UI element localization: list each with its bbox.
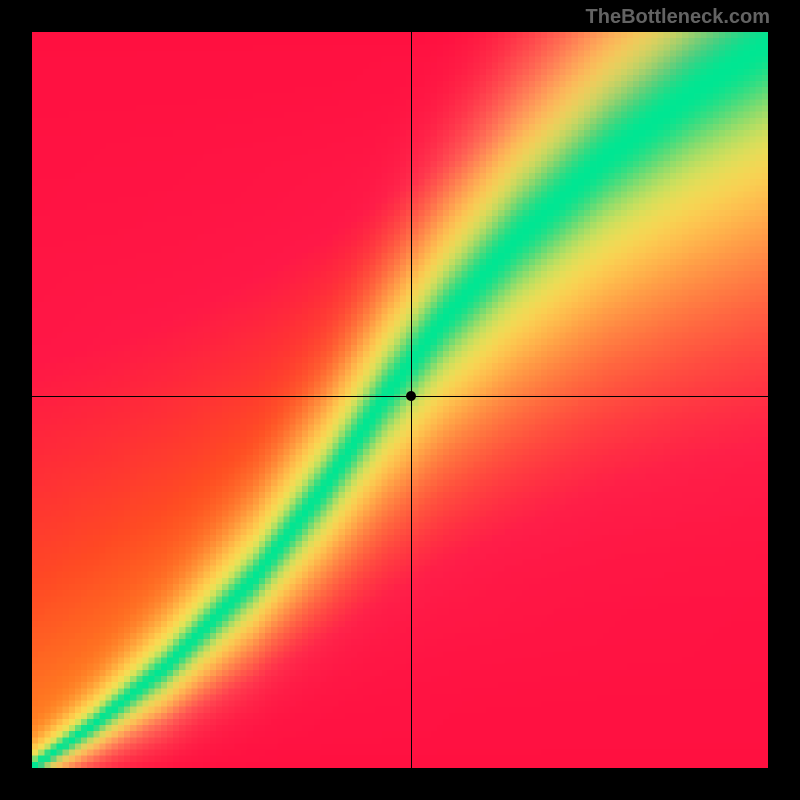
watermark-text: TheBottleneck.com xyxy=(586,6,770,29)
heatmap-canvas xyxy=(32,32,768,768)
heatmap-plot-area xyxy=(32,32,768,768)
